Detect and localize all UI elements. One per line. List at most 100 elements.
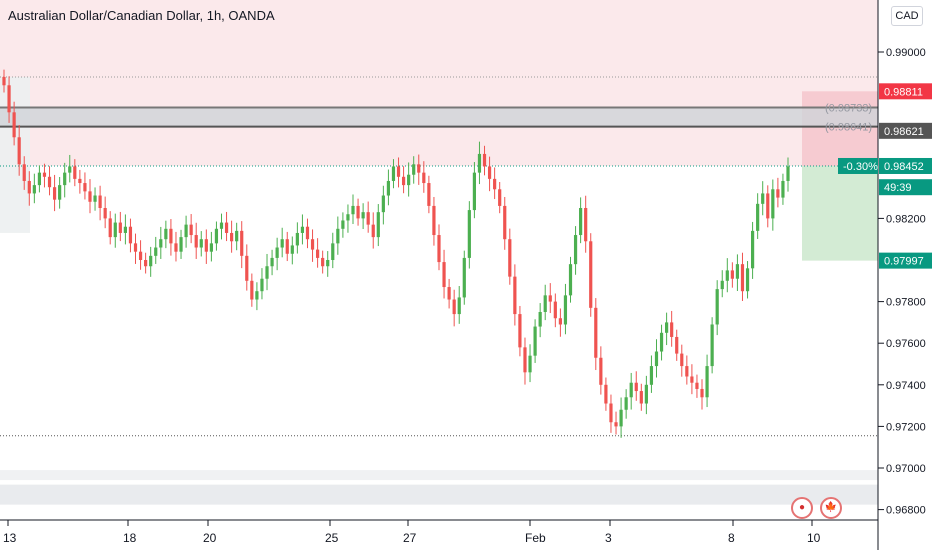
candle-body xyxy=(659,332,664,352)
candle-body xyxy=(376,212,380,238)
candle-body xyxy=(310,239,315,250)
candle-body xyxy=(285,239,289,254)
candle-body xyxy=(118,222,122,233)
candle-body xyxy=(346,214,350,221)
candle-body xyxy=(447,287,451,300)
candle-body xyxy=(341,220,345,229)
candle-body xyxy=(396,166,401,177)
candle-body xyxy=(58,185,62,200)
candle-body xyxy=(326,260,330,267)
range-band xyxy=(0,107,878,127)
price-tag-bg xyxy=(879,252,932,269)
candle-body xyxy=(644,384,648,404)
y-tick-label: 0.96800 xyxy=(886,505,926,517)
candle-body xyxy=(316,249,320,258)
candle-body xyxy=(513,276,517,315)
candle-body xyxy=(255,291,259,300)
candle-body xyxy=(558,318,562,325)
candle-body xyxy=(98,195,102,208)
candle-body xyxy=(179,237,183,252)
candle-body xyxy=(745,268,750,292)
candle-body xyxy=(245,255,249,281)
candle-body xyxy=(609,403,613,423)
candle-body xyxy=(235,230,239,242)
candle-body xyxy=(366,212,370,225)
candle-body xyxy=(467,210,471,258)
stop-zone-box xyxy=(802,91,878,166)
candle-body xyxy=(776,189,780,198)
candle-body xyxy=(487,166,492,179)
x-tick-label: Feb xyxy=(525,531,546,545)
candle-body xyxy=(270,257,274,267)
y-tick-label: 0.97600 xyxy=(886,338,926,350)
bottom-band-1 xyxy=(0,470,878,481)
candle-body xyxy=(675,336,679,354)
candle-body xyxy=(422,172,426,184)
candle-body xyxy=(356,205,360,219)
candle-body xyxy=(573,235,578,265)
candle-body xyxy=(52,187,57,200)
candle-body xyxy=(73,166,77,179)
candle-body xyxy=(619,409,623,427)
candle-body xyxy=(138,251,143,260)
candle-body xyxy=(710,324,714,367)
candle-body xyxy=(543,295,547,312)
currency-badge[interactable]: CAD xyxy=(891,6,923,26)
candle-body xyxy=(37,172,42,186)
y-tick-label: 0.97200 xyxy=(886,421,926,433)
candle-body xyxy=(670,322,674,337)
candle-body xyxy=(604,384,608,404)
candle-body xyxy=(391,166,396,181)
canada-flag-icon[interactable]: 🍁 xyxy=(820,497,842,519)
candle-body xyxy=(523,347,527,373)
australia-flag-icon[interactable]: ● xyxy=(791,497,813,519)
y-tick-label: 0.99000 xyxy=(886,47,926,59)
range-label: (0.98641) xyxy=(825,122,872,134)
candle-body xyxy=(184,224,188,238)
candle-body xyxy=(2,76,6,86)
candle-body xyxy=(740,264,745,292)
candle-body xyxy=(493,178,497,190)
candle-body xyxy=(528,355,532,373)
candle-body xyxy=(462,257,466,298)
candle-body xyxy=(42,172,47,177)
candle-body xyxy=(482,153,487,167)
candle-body xyxy=(518,314,522,348)
candle-body xyxy=(290,245,294,254)
candle-body xyxy=(275,247,279,258)
candle-body xyxy=(204,239,208,252)
y-tick-label: 0.97400 xyxy=(886,380,926,392)
candle-body xyxy=(538,312,542,327)
candle-body xyxy=(128,226,133,244)
candle-body xyxy=(7,85,11,113)
change-label-bg xyxy=(838,157,878,174)
candle-body xyxy=(437,235,441,263)
candle-body xyxy=(230,232,234,242)
candle-body xyxy=(498,189,502,206)
candle-body xyxy=(108,218,112,238)
price-tag-label: 49:39 xyxy=(884,182,912,194)
x-tick-label: 3 xyxy=(605,531,612,545)
left-shade-box xyxy=(0,76,30,233)
candle-body xyxy=(599,357,603,385)
candle-body xyxy=(533,326,537,356)
candle-body xyxy=(103,208,107,219)
candle-body xyxy=(629,382,633,398)
candle-body xyxy=(750,230,755,269)
candle-body xyxy=(386,180,391,196)
candle-body xyxy=(756,203,760,231)
candle-body xyxy=(407,174,411,186)
candle-body xyxy=(113,222,117,238)
candle-body xyxy=(624,397,628,410)
candle-body xyxy=(477,153,482,173)
change-label: -0.30% xyxy=(843,161,878,173)
price-tag-label: 0.98452 xyxy=(884,161,924,173)
candle-body xyxy=(219,222,224,229)
candle-body xyxy=(705,366,709,398)
candle-body xyxy=(214,228,219,244)
candle-body xyxy=(12,112,16,138)
candle-body xyxy=(442,262,446,288)
candle-body xyxy=(695,382,699,389)
